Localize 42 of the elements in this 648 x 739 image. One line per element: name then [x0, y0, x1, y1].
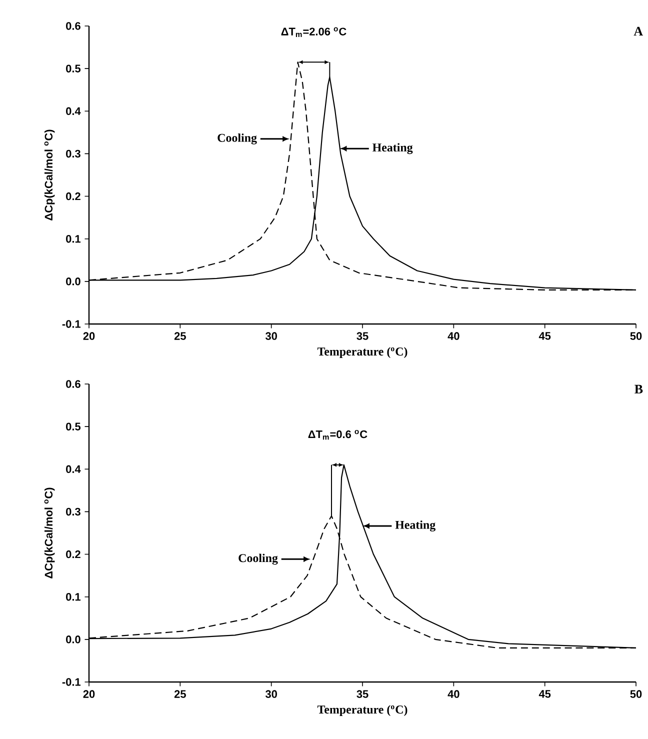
y-tick-label: 0.4: [66, 107, 81, 116]
chart-title: B: [634, 384, 643, 394]
y-axis-title: ΔCp(kCal/mol $^{o}$C): [44, 130, 55, 220]
y-tick-label: 0.3: [66, 150, 80, 158]
x-tick-label: 50: [630, 690, 642, 698]
annotation: ΔT$_{m}$=2.06 $^{o}$C: [281, 27, 346, 37]
y-axis-title: ΔCp(kCal/mol $^{o}$C): [44, 488, 55, 578]
y-tick-label: -0.1: [62, 320, 81, 328]
y-tick-label: 0.5: [66, 422, 81, 430]
y-tick-label: -0.1: [62, 678, 81, 686]
legend-label: Heating: [372, 143, 413, 154]
x-tick-label: 30: [265, 690, 277, 698]
x-tick-label: 35: [356, 332, 368, 340]
x-tick-label: 45: [538, 332, 551, 340]
y-tick-label: 0.2: [66, 192, 80, 200]
y-tick-label: 0.2: [66, 550, 80, 558]
y-tick-label: 0.6: [66, 22, 80, 30]
y-tick-label: 0.6: [66, 380, 80, 388]
y-tick-label: 0.1: [66, 234, 81, 243]
x-axis-title: Temperature ($^{o}$C): [317, 705, 408, 716]
y-tick-label: 0.0: [66, 278, 80, 286]
text: Cooling: [218, 133, 257, 144]
y-tick-label: 0.3: [66, 508, 80, 516]
legend-label: Heating: [395, 520, 436, 532]
x-axis-title: Temperature ($^{o}$C): [317, 347, 408, 358]
x-tick-label: 40: [448, 332, 460, 340]
text: Cooling: [238, 554, 278, 565]
x-tick-label: 45: [538, 690, 551, 698]
chart-title: A: [634, 26, 643, 36]
x-tick-label: 25: [174, 332, 186, 340]
x-tick-label: 30: [265, 332, 277, 340]
x-tick-label: 20: [83, 332, 95, 340]
y-tick-label: 0.1: [66, 592, 81, 601]
y-tick-label: 0.0: [66, 636, 80, 644]
y-tick-label: 0.5: [66, 64, 81, 72]
y-tick-label: 0.4: [66, 465, 81, 474]
annotation: ΔT$_{m}$=0.6 $^{o}$C: [308, 430, 368, 440]
x-tick-label: 40: [448, 690, 460, 698]
x-tick-label: 50: [630, 332, 642, 340]
x-tick-label: 35: [356, 690, 368, 698]
x-tick-label: 25: [174, 690, 186, 698]
x-tick-label: 20: [83, 690, 95, 698]
